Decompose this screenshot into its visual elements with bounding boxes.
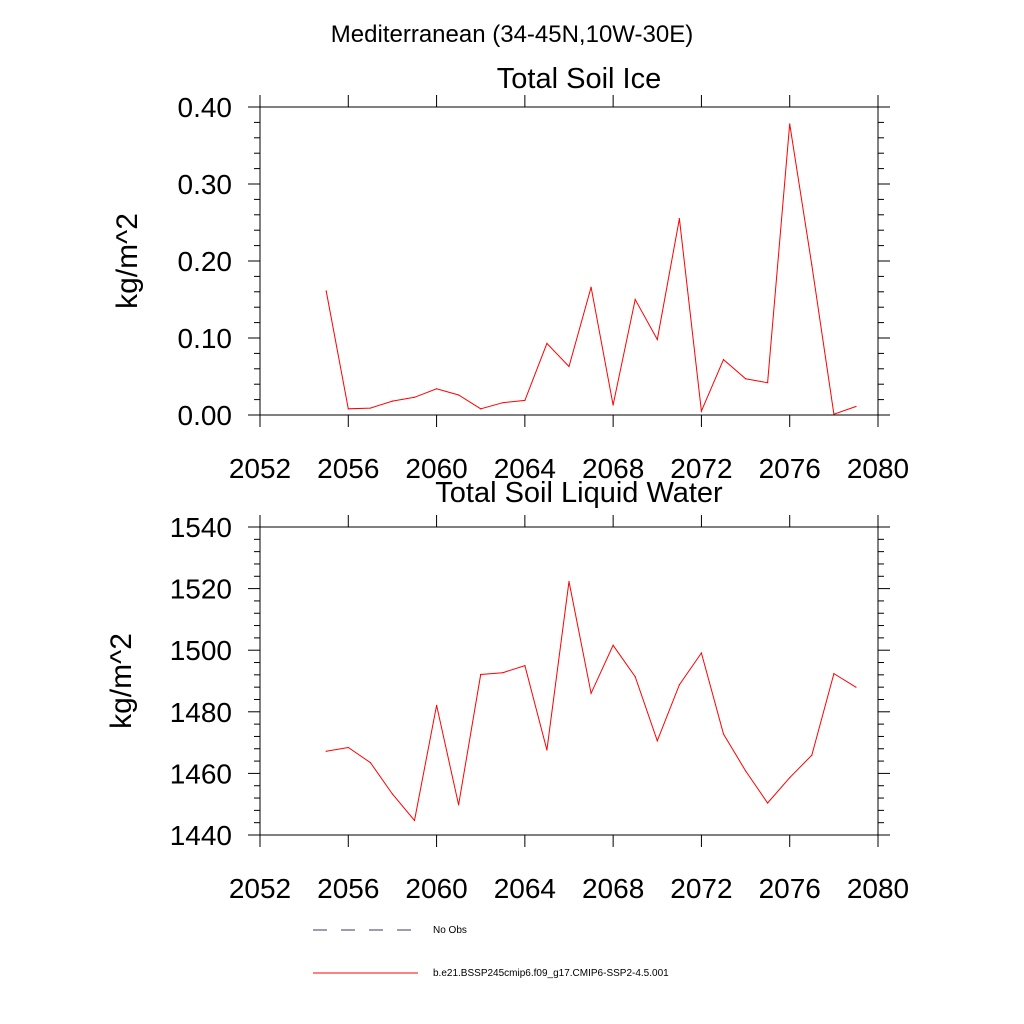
data-point [590,286,592,288]
x-tick-label: 2060 [405,453,467,484]
chart-panel-soil-ice: Total Soil Ice kg/m^2 2052 2056 2060 2064 2068… [111,63,909,484]
data-point [722,358,725,361]
data-point [502,402,504,404]
data-point [590,692,592,694]
data-point [811,754,813,756]
x-tick-label: 2072 [670,453,732,484]
y-tick-label: 0.20 [178,246,233,277]
data-point [656,338,658,341]
x-tick-label: 2076 [759,873,821,904]
data-point [546,342,548,344]
legend: No Obs b.e21.BSSP245cmip6.f09_g17.CMIP6-… [313,925,669,979]
data-point [458,804,460,806]
data-point [325,290,327,292]
data-point [767,802,769,804]
data-point [524,665,526,667]
data-point [700,410,703,412]
x-tick-label: 2072 [670,873,732,904]
data-point [369,407,371,409]
x-tick-label: 2080 [847,873,909,904]
y-axis-label: kg/m^2 [105,633,138,729]
data-point [656,740,658,742]
chart-panel-soil-liquid-water: Total Soil Liquid Water kg/m^2 2052 2056 206… [105,477,909,904]
data-point [413,819,416,822]
panel-title: Total Soil Liquid Water [435,477,723,509]
x-tick-label: 2052 [229,453,291,484]
data-point [811,264,813,266]
x-tick-label: 2068 [582,453,644,484]
x-tick-label: 2064 [494,873,556,904]
data-point [347,746,349,749]
data-point [634,298,636,301]
y-tick-label: 1540 [170,512,232,543]
y-tick-label: 1440 [170,820,232,851]
legend-label-no-obs: No Obs [433,925,467,936]
x-tick-label: 2052 [229,873,291,904]
data-point [700,652,703,654]
x-tick-label: 2076 [759,453,821,484]
data-point [568,580,570,583]
data-point [325,750,327,752]
figure-title: Mediterranean (34-45N,10W-30E) [331,21,693,48]
x-tick-label: 2068 [582,873,644,904]
data-point [678,218,680,220]
x-tick-label: 2060 [405,873,467,904]
data-point [789,777,791,779]
data-point [546,749,548,751]
panel-title: Total Soil Ice [497,63,661,95]
data-point [744,770,747,772]
y-tick-label: 0.10 [178,323,233,354]
x-tick-label: 2056 [317,453,379,484]
data-point [722,733,725,735]
data-point [789,123,791,125]
y-tick-label: 1480 [170,697,232,728]
y-tick-label: 0.40 [178,92,233,123]
data-point [855,686,857,688]
data-point [678,684,680,686]
plot-frame [259,106,879,416]
y-axis-label: kg/m^2 [111,213,144,309]
y-tick-label: 1520 [170,574,232,605]
data-point [568,365,570,368]
data-point [767,382,769,384]
data-point [502,672,504,674]
data-point [855,405,857,408]
x-tick-label: 2080 [847,453,909,484]
data-point [634,676,636,678]
data-point [347,408,349,410]
data-point [480,673,482,676]
x-tick-label: 2056 [317,873,379,904]
data-point [435,388,438,390]
data-point [744,378,747,380]
data-point [369,762,371,764]
series-line [325,123,857,415]
y-tick-label: 0.00 [178,400,233,431]
data-point [480,408,482,410]
y-tick-label: 1460 [170,758,232,789]
x-tick-label: 2064 [494,453,556,484]
series-line [326,581,857,822]
data-point [524,399,526,401]
data-point [391,400,394,402]
data-point [612,404,614,406]
data-point [833,673,835,675]
data-point [833,413,835,415]
data-point [458,394,460,396]
data-point [413,396,416,398]
y-tick-label: 1500 [170,635,232,666]
data-point [435,704,438,706]
legend-label-model-run: b.e21.BSSP245cmip6.f09_g17.CMIP6-SSP2-4.… [433,968,669,979]
plot-frame [259,526,879,836]
data-point [391,793,394,795]
data-point [612,644,614,646]
y-tick-label: 0.30 [178,169,233,200]
